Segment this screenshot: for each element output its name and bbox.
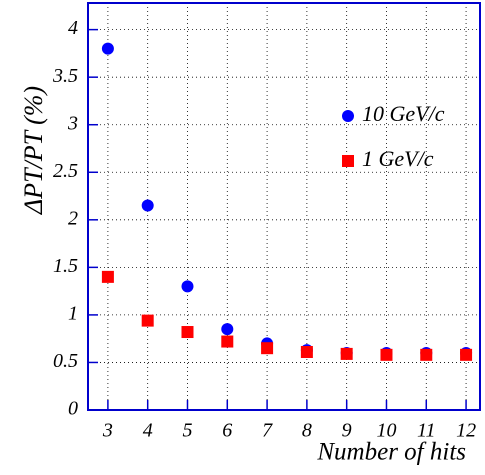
y-tick-label: 1 <box>68 303 78 325</box>
data-point <box>221 335 234 348</box>
x-tick-label: 5 <box>182 420 192 442</box>
y-tick-label: 3.5 <box>52 65 78 87</box>
x-axis-label: Number of hits <box>316 439 466 466</box>
data-point <box>380 348 393 361</box>
data-point <box>141 314 154 327</box>
data-point <box>181 280 194 293</box>
x-tick-label: 7 <box>262 420 273 442</box>
y-tick-label: 2 <box>68 207 78 229</box>
data-point <box>181 326 194 339</box>
data-point <box>300 345 313 358</box>
y-tick-label: 3 <box>67 112 78 134</box>
plot-frame <box>87 2 481 411</box>
data-point <box>101 42 114 55</box>
data-point <box>141 199 154 212</box>
legend-label: 10 GeV/c <box>362 101 445 126</box>
x-tick-label: 8 <box>302 420 312 442</box>
x-tick-label: 3 <box>102 420 113 442</box>
y-tick-label: 1.5 <box>53 255 78 277</box>
y-tick-label: 0 <box>68 398 78 420</box>
legend-label: 1 GeV/c <box>362 146 434 171</box>
data-point <box>420 348 433 361</box>
y-tick-label: 0.5 <box>53 350 78 372</box>
data-point <box>101 270 114 283</box>
y-tick-label: 2.5 <box>53 160 78 182</box>
x-tick-label: 9 <box>342 420 352 442</box>
x-tick-label: 6 <box>222 420 232 442</box>
x-tick-label: 11 <box>417 420 436 442</box>
y-tick-label: 4 <box>68 17 78 39</box>
legend-marker <box>342 155 354 167</box>
x-tick-label: 12 <box>456 420 476 442</box>
x-tick-label: 10 <box>376 420 396 442</box>
data-point <box>261 342 274 355</box>
legend-marker <box>342 110 354 122</box>
data-point <box>460 348 473 361</box>
y-axis-label: ΔPT/PT (%) <box>19 86 48 215</box>
data-point <box>221 323 234 336</box>
data-point <box>340 347 353 360</box>
x-tick-label: 4 <box>143 420 153 442</box>
